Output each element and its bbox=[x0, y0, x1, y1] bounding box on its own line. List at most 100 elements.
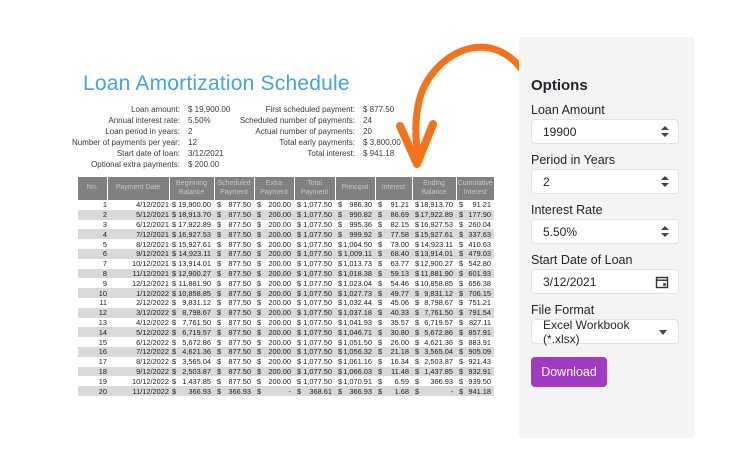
spinner-up-icon[interactable] bbox=[661, 176, 669, 180]
dollar-sign: $ bbox=[257, 327, 262, 337]
cell-payment-date: 5/12/2022 bbox=[136, 327, 169, 337]
calendar-icon[interactable] bbox=[655, 275, 669, 289]
dollar-sign: $ bbox=[378, 210, 383, 220]
cell-amount: $1,070.91 bbox=[335, 376, 375, 386]
spinner-down-icon[interactable] bbox=[661, 183, 669, 187]
spinner-up-icon[interactable] bbox=[661, 126, 669, 130]
dollar-sign: $ bbox=[338, 357, 343, 367]
field-value: 2 bbox=[543, 174, 550, 189]
dollar-sign: $ bbox=[172, 268, 177, 278]
dollar-sign: $ bbox=[459, 376, 464, 386]
cell-amount: $877.50 bbox=[214, 239, 254, 249]
dollar-sign: $ bbox=[415, 259, 420, 269]
amount-value: 91.21 bbox=[472, 200, 492, 210]
cell-amount: $1,077.50 bbox=[294, 210, 335, 220]
dollar-sign: $ bbox=[415, 268, 420, 278]
spinner-up-icon[interactable] bbox=[661, 226, 669, 230]
amount-value: 15,927.61 bbox=[178, 239, 211, 249]
cell-amount: $366.93 bbox=[214, 386, 254, 396]
dollar-sign: $ bbox=[297, 347, 302, 357]
cell-amount: $1,051.50 bbox=[335, 337, 375, 347]
cell-amount: $995.36 bbox=[335, 220, 375, 230]
cell-amount: $54.46 bbox=[375, 278, 412, 288]
amount-value: 5,672.86 bbox=[182, 337, 211, 347]
amount-value: 11,881.90 bbox=[178, 278, 211, 288]
cell-amount: $877.50 bbox=[214, 220, 254, 230]
amount-value: - bbox=[288, 386, 291, 396]
cell-amount: $1,077.50 bbox=[294, 288, 335, 298]
download-button[interactable]: Download bbox=[531, 357, 607, 387]
cell-amount: $26.00 bbox=[375, 337, 412, 347]
cell-amount: $1,077.50 bbox=[294, 200, 335, 210]
amount-value: 939.50 bbox=[468, 376, 491, 386]
loan-amount-input[interactable]: 19900 bbox=[531, 119, 679, 144]
dollar-sign: $ bbox=[217, 376, 222, 386]
column-header: Interest bbox=[374, 177, 412, 200]
dollar-sign: $ bbox=[378, 219, 383, 229]
summary-label: Annual interest rate: bbox=[108, 116, 180, 125]
amount-value: 40.33 bbox=[390, 308, 410, 318]
summary-row: Loan amount: $ 19,900.00 bbox=[58, 104, 230, 115]
summary-row: Actual number of payments: 20 bbox=[228, 126, 401, 137]
amount-value: 877.50 bbox=[228, 357, 251, 367]
amount-value: 877.50 bbox=[228, 200, 251, 210]
cell-payment-date: 7/12/2021 bbox=[136, 229, 169, 239]
summary-value: $ 3,800.00 bbox=[363, 138, 401, 147]
interest-rate-input[interactable]: 5.50% bbox=[531, 219, 679, 244]
dollar-sign: $ bbox=[378, 357, 383, 367]
cell-amount: $986.30 bbox=[335, 200, 375, 210]
cell-amount: $200.00 bbox=[254, 337, 294, 347]
dollar-sign: $ bbox=[415, 376, 420, 386]
cell-amount: $ - bbox=[254, 386, 294, 396]
table-row: 6 9/12/2021 $14,923.11 $877.50 $200.00 $1,077… bbox=[78, 248, 494, 259]
cell-amount: $200.00 bbox=[254, 239, 294, 249]
period-years-input[interactable]: 2 bbox=[531, 169, 679, 194]
file-format-select[interactable]: Excel Workbook (*.xlsx) bbox=[531, 318, 679, 346]
dollar-sign: $ bbox=[338, 337, 343, 347]
dollar-sign: $ bbox=[257, 219, 262, 229]
amount-value: 999.92 bbox=[349, 229, 372, 239]
amount-value: 1,013.73 bbox=[343, 259, 372, 269]
table-row: 18 9/12/2022 $2,503.87 $877.50 $200.00 $1,077… bbox=[78, 366, 494, 377]
amount-value: 10,858.85 bbox=[178, 288, 211, 298]
cell-amount: $1,437.85 bbox=[412, 367, 456, 377]
dollar-sign: $ bbox=[338, 219, 343, 229]
cell-amount: $2,503.87 bbox=[412, 357, 456, 367]
dollar-sign: $ bbox=[257, 259, 262, 269]
cell-amount: $1,018.38 bbox=[335, 269, 375, 279]
amount-value: 1,077.50 bbox=[303, 317, 332, 327]
dollar-sign: $ bbox=[378, 317, 383, 327]
cell-amount: $1,077.50 bbox=[294, 278, 335, 288]
amount-value: 200.00 bbox=[268, 357, 291, 367]
cell-amount: $6.59 bbox=[375, 376, 412, 386]
amount-value: 200.00 bbox=[268, 200, 291, 210]
cell-amount: $706.15 bbox=[456, 288, 494, 298]
cell-amount: $19,900.00 bbox=[169, 200, 214, 210]
amount-value: 1,023.04 bbox=[343, 278, 372, 288]
dollar-sign: $ bbox=[217, 347, 222, 357]
amount-value: 1,077.50 bbox=[303, 298, 332, 308]
cell-amount: $1,046.71 bbox=[335, 327, 375, 337]
cell-amount: $877.50 bbox=[214, 308, 254, 318]
summary-label: Scheduled number of payments: bbox=[239, 116, 355, 125]
amount-value: 200.00 bbox=[268, 366, 291, 376]
table-row: 17 8/12/2022 $3,565.04 $877.50 $200.00 $1,077… bbox=[78, 357, 494, 367]
summary-label: Optional extra payments: bbox=[91, 160, 180, 169]
table-row: 15 6/12/2022 $5,672.86 $877.50 $200.00 $1,077… bbox=[78, 337, 494, 347]
cell-payment-date: 4/12/2021 bbox=[136, 200, 169, 210]
dollar-sign: $ bbox=[257, 317, 262, 327]
cell-amount: $260.04 bbox=[456, 220, 494, 230]
amount-value: 59.13 bbox=[390, 268, 410, 278]
amount-value: 877.50 bbox=[228, 376, 251, 386]
amount-value: 1,437.85 bbox=[424, 366, 453, 376]
dollar-sign: $ bbox=[172, 376, 177, 386]
spinner-down-icon[interactable] bbox=[661, 133, 669, 137]
spinner-down-icon[interactable] bbox=[661, 233, 669, 237]
cell-amount: $999.92 bbox=[335, 229, 375, 239]
cell-amount: $21.18 bbox=[375, 347, 412, 357]
cell-amount: $857.91 bbox=[456, 327, 494, 337]
dollar-sign: $ bbox=[297, 366, 302, 376]
cell-amount: $877.50 bbox=[214, 327, 254, 337]
cell-no: 11 bbox=[99, 298, 107, 308]
start-date-input[interactable]: 3/12/2021 bbox=[531, 269, 679, 294]
